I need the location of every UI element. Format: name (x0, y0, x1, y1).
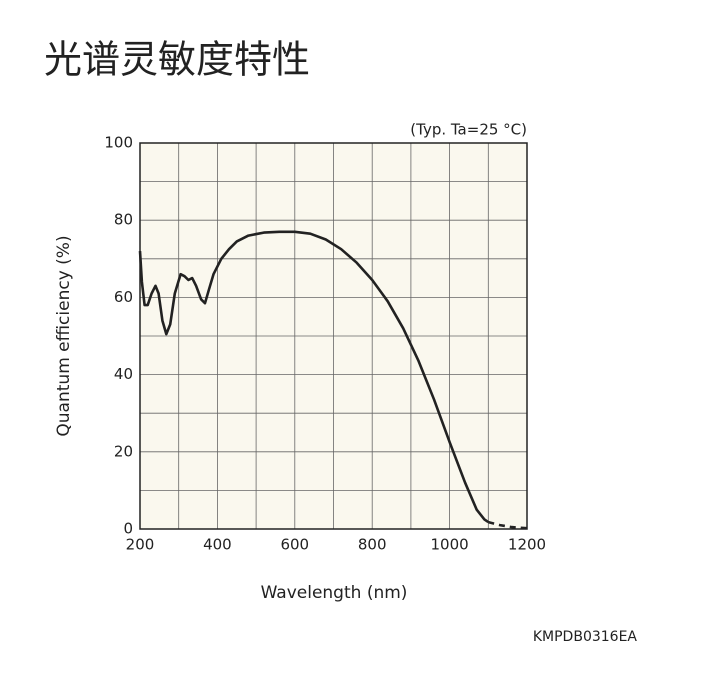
x-tick-label: 200 (126, 536, 155, 554)
qe-curve (138, 230, 490, 524)
y-tick-label: 20 (114, 442, 133, 460)
y-tick-label: 80 (114, 211, 133, 229)
x-tick-label: 400 (203, 536, 232, 554)
plot-frame (139, 142, 528, 530)
y-tick-label: 60 (114, 288, 133, 306)
y-tick-label: 0 (123, 520, 133, 538)
x-tick-label: 800 (358, 536, 387, 554)
x-axis-label: Wavelength (nm) (261, 583, 408, 603)
x-tick-label: 1000 (431, 536, 469, 554)
y-tick-label: 40 (114, 365, 133, 383)
annotation: (Typ. Ta=25 °C) (410, 121, 527, 139)
figure-code: KMPDB0316EA (533, 629, 638, 645)
y-tick-label: 100 (104, 134, 133, 152)
chart-title: 光谱灵敏度特性 (44, 38, 310, 82)
y-axis-label: Quantum efficiency (%) (54, 235, 74, 436)
x-tick-label: 600 (280, 536, 309, 554)
x-tick-label: 1200 (508, 536, 546, 554)
qe-curve (487, 520, 528, 530)
